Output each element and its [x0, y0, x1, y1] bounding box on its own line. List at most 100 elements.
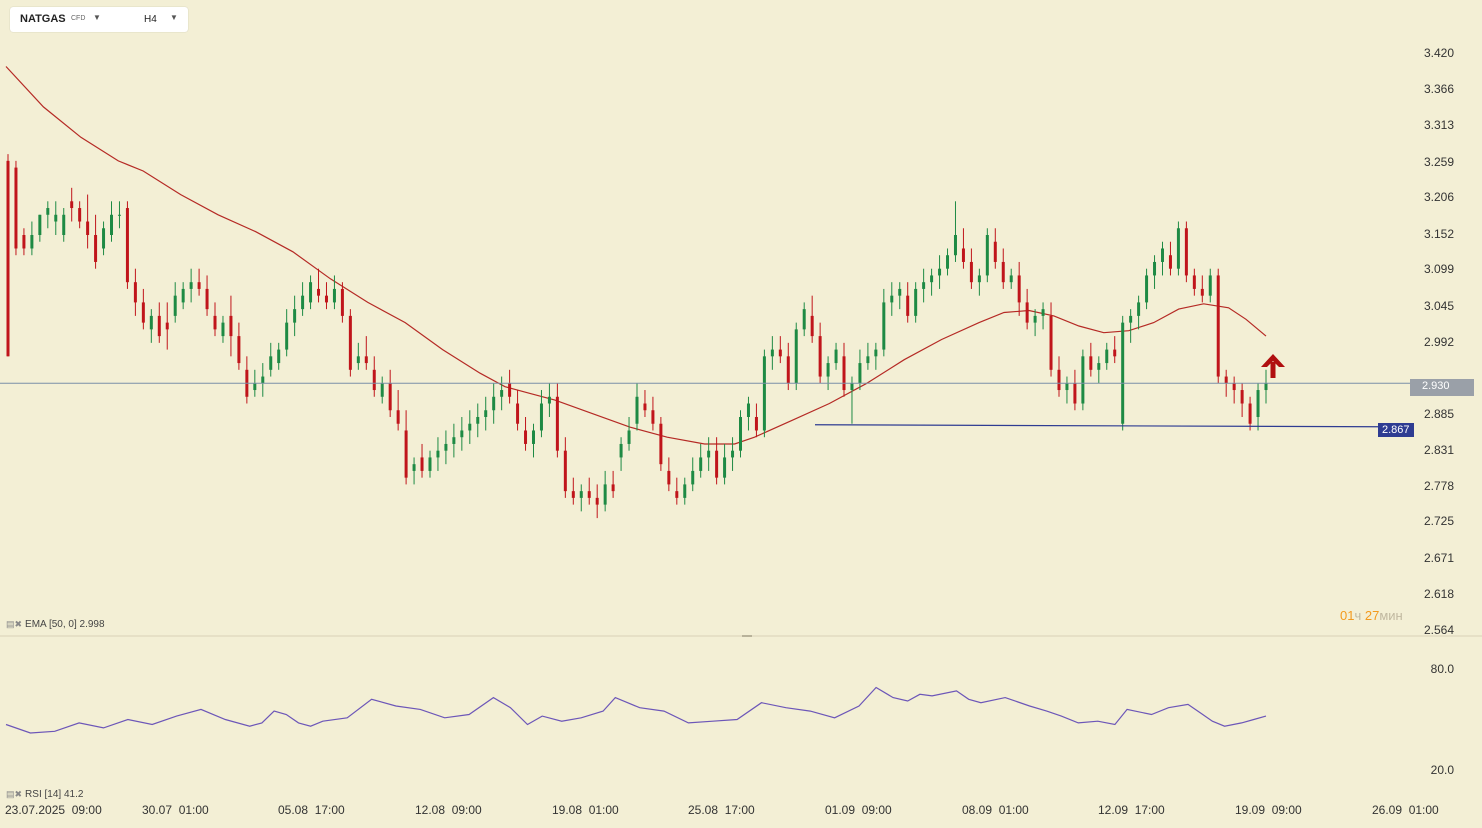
candle	[412, 457, 416, 485]
candle	[754, 403, 758, 438]
price-tick-label: 3.045	[1423, 298, 1454, 313]
candle	[810, 295, 814, 343]
time-tick-label: 30.07 01:00	[142, 803, 209, 817]
candle	[1168, 241, 1172, 276]
time-tick-label: 12.09 17:00	[1098, 803, 1165, 817]
candle	[930, 268, 934, 296]
candle	[452, 423, 456, 458]
symbol-name[interactable]: NATGAS	[20, 13, 66, 25]
candle	[778, 336, 782, 364]
candle	[492, 383, 496, 424]
candle	[1033, 309, 1037, 337]
candle	[1192, 268, 1196, 296]
candle	[699, 443, 703, 478]
candle	[237, 322, 241, 370]
candle	[62, 208, 66, 242]
candle	[953, 201, 957, 262]
time-tick-label: 26.09 01:00	[1372, 803, 1439, 817]
candle	[723, 443, 727, 485]
rsi-legend[interactable]: ▤✖ RSI [14] 41.2	[6, 789, 83, 800]
candle	[882, 288, 886, 357]
levels-layer	[0, 382, 1410, 428]
candle	[46, 201, 50, 229]
candle	[603, 470, 607, 512]
candle	[579, 484, 583, 512]
candle	[364, 336, 368, 370]
ema-line	[5, 66, 1267, 445]
candle	[524, 416, 528, 451]
candle	[1200, 275, 1204, 303]
candle	[117, 201, 121, 229]
candle	[309, 275, 313, 310]
candle	[707, 437, 711, 471]
candle	[277, 342, 281, 370]
time-tick-label: 05.08 17:00	[278, 803, 345, 817]
candle	[396, 390, 400, 431]
caret-down-icon[interactable]: ▼	[93, 13, 101, 22]
candle	[500, 376, 504, 411]
candle	[914, 282, 918, 323]
candle	[938, 255, 942, 289]
candle	[157, 302, 161, 343]
candle	[173, 282, 177, 323]
time-tick-label: 08.09 01:00	[962, 803, 1029, 817]
candle	[993, 228, 997, 269]
settings-icon[interactable]: ▤✖	[6, 789, 23, 799]
rsi-tick-label: 20.0	[1430, 763, 1454, 777]
support-line[interactable]	[814, 424, 1379, 428]
timer-hours: 01	[1340, 608, 1355, 623]
symbol-toolbar[interactable]: NATGAS CFD ▼ H4 ▼	[10, 7, 188, 32]
candle	[197, 268, 201, 296]
candle	[285, 309, 289, 357]
candle	[78, 201, 82, 229]
timeframe-selector[interactable]: H4	[144, 14, 157, 25]
candle	[205, 275, 209, 316]
candle	[14, 160, 18, 256]
rsi-line	[5, 686, 1267, 734]
candle	[1041, 302, 1045, 330]
candle	[619, 437, 623, 471]
candle	[858, 349, 862, 391]
candle	[508, 369, 512, 404]
candle	[444, 430, 448, 465]
candle	[587, 477, 591, 505]
price-tick-label: 2.831	[1423, 443, 1454, 458]
candle	[874, 342, 878, 370]
candle	[149, 309, 153, 343]
timer-minutes: 27	[1364, 608, 1380, 623]
symbol-type: CFD	[71, 15, 86, 22]
price-tick-label: 3.152	[1423, 226, 1454, 241]
candle	[1073, 369, 1077, 411]
time-tick-label: 23.07.2025 09:00	[5, 803, 102, 817]
candle	[404, 410, 408, 485]
candle	[1232, 376, 1236, 404]
timer-hours-unit: ч	[1354, 608, 1362, 623]
candle	[651, 396, 655, 431]
candle	[906, 282, 910, 323]
price-tick-label: 3.259	[1423, 154, 1454, 169]
candle	[1145, 268, 1149, 310]
candle	[1113, 336, 1117, 364]
candle	[54, 201, 58, 235]
candle	[261, 363, 265, 397]
support-level-tag: 2.867	[1378, 423, 1414, 437]
ema-legend[interactable]: ▤✖ EMA [50, 0] 2.998	[6, 619, 105, 630]
candle	[94, 214, 98, 269]
candle	[221, 315, 225, 343]
candle	[866, 342, 870, 370]
candle	[1264, 369, 1268, 404]
candle	[1184, 221, 1188, 283]
candle	[141, 288, 145, 330]
candle	[611, 470, 615, 498]
candle	[842, 342, 846, 397]
candle	[1017, 261, 1021, 316]
rsi-label: RSI [14] 41.2	[25, 789, 84, 800]
candle	[388, 369, 392, 417]
candle	[563, 437, 567, 498]
caret-down-icon[interactable]: ▼	[170, 13, 178, 22]
candle	[181, 282, 185, 310]
candle	[818, 322, 822, 384]
settings-icon[interactable]: ▤✖	[6, 619, 23, 629]
price-tick-label: 2.992	[1423, 334, 1454, 349]
